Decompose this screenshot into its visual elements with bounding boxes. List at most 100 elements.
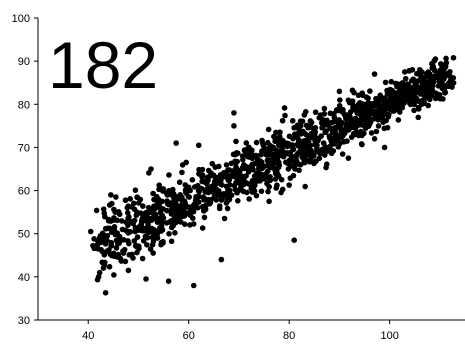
scatter-point <box>450 75 457 81</box>
scatter-point <box>294 141 301 148</box>
scatter-point <box>250 166 256 173</box>
scatter-point <box>259 171 266 178</box>
scatter-point <box>164 207 170 214</box>
scatter-point <box>285 151 292 157</box>
scatter-point <box>351 89 357 96</box>
scatter-point <box>122 197 129 204</box>
scatter-point <box>144 234 151 241</box>
scatter-point <box>125 222 131 228</box>
scatter-point <box>229 168 236 174</box>
scatter-point <box>111 226 117 232</box>
scatter-point <box>347 108 354 115</box>
scatter-point <box>319 124 325 131</box>
scatter-point <box>301 152 308 159</box>
scatter-point <box>186 194 193 200</box>
scatter-point <box>107 251 114 258</box>
scatter-point <box>144 241 150 248</box>
scatter-point <box>339 151 346 157</box>
scatter-point <box>171 199 178 206</box>
scatter-point <box>93 207 100 214</box>
scatter-point <box>120 250 127 256</box>
y-tick-label: 70 <box>18 142 30 154</box>
scatter-point <box>401 91 407 97</box>
scatter-point <box>291 237 298 243</box>
scatter-point <box>437 78 444 85</box>
scatter-point <box>421 96 427 103</box>
scatter-point <box>249 161 256 168</box>
scatter-point <box>201 197 207 203</box>
scatter-point <box>381 107 388 114</box>
scatter-point <box>183 159 190 166</box>
scatter-point <box>239 165 246 171</box>
scatter-point <box>235 198 241 204</box>
scatter-point <box>129 251 135 258</box>
scatter-point <box>271 159 278 166</box>
scatter-point <box>273 129 279 136</box>
scatter-point <box>116 211 123 218</box>
scatter-point <box>371 71 378 77</box>
scatter-point <box>371 136 378 142</box>
scatter-point <box>294 135 301 141</box>
scatter-point <box>304 142 311 149</box>
scatter-point <box>251 188 258 194</box>
scatter-point <box>138 221 145 228</box>
scatter-point <box>224 205 231 212</box>
scatter-point <box>218 256 225 263</box>
scatter-point <box>358 128 364 135</box>
scatter-point <box>180 213 187 220</box>
scatter-point <box>308 130 315 137</box>
scatter-point <box>395 117 402 123</box>
scatter-point <box>263 148 269 154</box>
scatter-point <box>440 74 447 80</box>
scatter-point <box>228 192 235 198</box>
scatter-point <box>402 75 409 82</box>
scatter-point <box>131 238 138 244</box>
scatter-point <box>176 179 183 186</box>
scatter-point <box>316 115 323 121</box>
scatter-point <box>405 90 411 97</box>
scatter-point <box>108 243 114 249</box>
scatter-point <box>237 180 243 187</box>
scatter-point <box>287 175 294 181</box>
scatter-point <box>165 278 172 284</box>
scatter-point <box>148 217 155 224</box>
scatter-point <box>311 126 318 133</box>
x-tick-label: 60 <box>183 330 195 342</box>
scatter-point <box>216 203 223 209</box>
scatter-point <box>169 186 176 193</box>
scatter-point <box>170 190 177 197</box>
scatter-point <box>324 117 330 124</box>
scatter-point <box>199 172 206 178</box>
scatter-point <box>301 112 308 118</box>
scatter-point <box>296 167 302 174</box>
scatter-point <box>410 91 417 98</box>
scatter-point <box>231 110 237 116</box>
scatter-point <box>252 173 259 179</box>
scatter-point <box>127 196 133 202</box>
scatter-point <box>355 92 362 99</box>
scatter-point <box>220 174 227 180</box>
scatter-point <box>258 151 264 158</box>
scatter-point <box>258 188 265 195</box>
scatter-point <box>132 243 139 249</box>
scatter-point <box>195 142 202 149</box>
scatter-point <box>416 77 423 84</box>
scatter-point <box>163 190 170 197</box>
scatter-point <box>368 130 375 136</box>
scatter-point <box>438 83 445 89</box>
scatter-point <box>97 235 104 241</box>
scatter-point <box>91 245 98 252</box>
scatter-point <box>338 128 344 135</box>
scatter-point <box>372 100 379 106</box>
scatter-point <box>272 135 279 142</box>
scatter-point <box>195 188 202 194</box>
scatter-point <box>253 139 260 146</box>
scatter-point <box>415 114 422 121</box>
scatter-point <box>386 101 393 108</box>
scatter-point <box>402 83 408 89</box>
scatter-point <box>378 111 384 118</box>
scatter-point <box>233 138 239 145</box>
scatter-point <box>373 128 380 135</box>
scatter-point <box>281 151 287 158</box>
scatter-point <box>305 124 312 131</box>
